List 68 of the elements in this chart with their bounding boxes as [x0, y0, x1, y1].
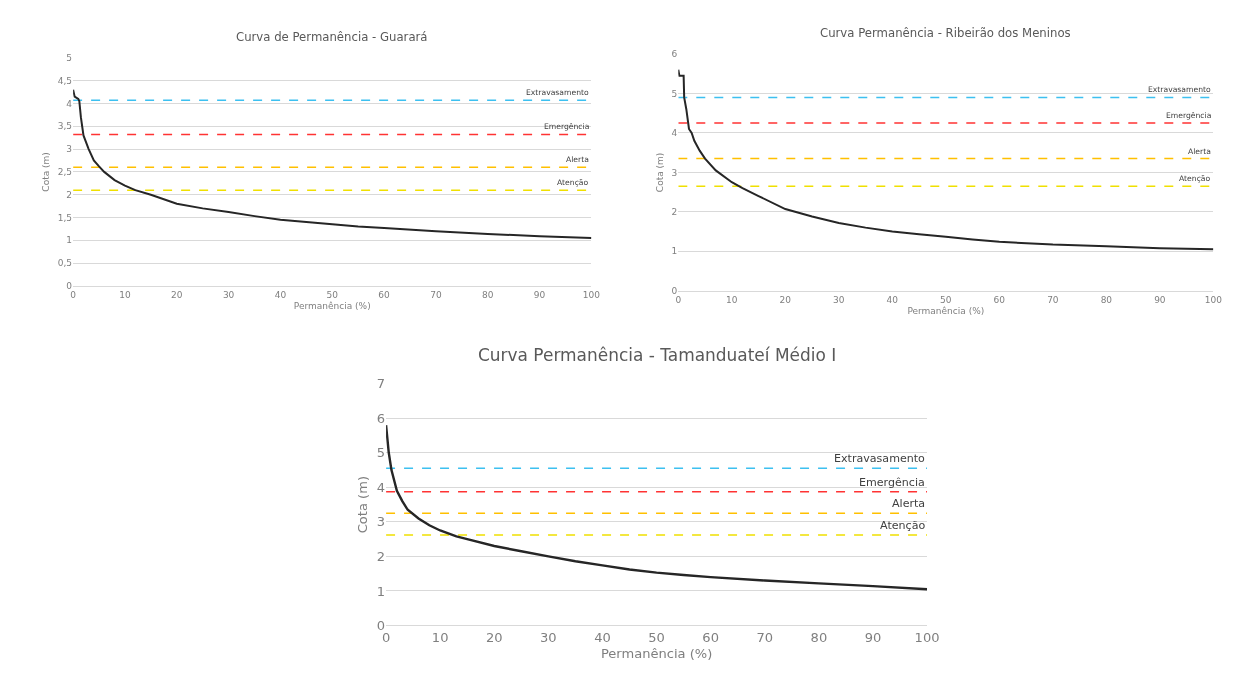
x-tick-label: 40 [594, 630, 611, 646]
y-axis-title: Cota (m) [41, 152, 52, 192]
x-tick-label: 60 [378, 289, 391, 300]
x-tick-label: 10 [119, 289, 131, 300]
x-tick-label: 70 [430, 289, 442, 300]
x-tick-label: 90 [1154, 294, 1166, 305]
x-axis-title: Permanência (%) [600, 645, 713, 661]
x-tick-label: 30 [833, 294, 845, 305]
x-tick-label: 40 [274, 289, 287, 300]
x-tick-label: 30 [222, 289, 235, 300]
y-tick-label: 5 [671, 88, 678, 99]
x-tick-label: 20 [171, 289, 183, 300]
x-tick-label: 100 [1204, 294, 1223, 305]
y-tick-label: 3 [66, 144, 73, 155]
x-tick-label: 100 [914, 630, 940, 646]
x-tick-label: 60 [702, 630, 719, 646]
y-tick-label: 1 [376, 583, 386, 599]
x-tick-label: 20 [485, 630, 503, 646]
y-tick-label: 1,5 [57, 212, 73, 223]
x-tick-label: 10 [431, 630, 449, 646]
y-tick-label: 7 [376, 376, 386, 392]
chart-title: Curva de Permanência - Guarará [236, 30, 428, 44]
y-tick-label: 5 [66, 53, 73, 64]
x-tick-label: 50 [940, 294, 952, 305]
x-tick-label: 100 [582, 289, 601, 300]
y-tick-label: 2 [376, 548, 386, 564]
ref-line-label: Emergência [859, 476, 925, 489]
x-tick-label: 10 [726, 294, 738, 305]
y-tick-label: 4 [671, 128, 678, 139]
y-tick-label: 4 [66, 98, 73, 109]
y-tick-label: 2 [671, 207, 678, 217]
y-axis-title: Cota (m) [354, 475, 370, 534]
x-tick-label: 70 [756, 630, 774, 646]
y-tick-label: 3 [671, 167, 678, 178]
chart-title: Curva Permanência - Tamanduateí Médio I [478, 345, 837, 365]
y-tick-label: 0 [376, 618, 386, 634]
y-tick-label: 1 [66, 235, 73, 246]
x-tick-label: 50 [648, 630, 665, 646]
x-tick-label: 80 [810, 630, 828, 646]
x-tick-label: 80 [1100, 294, 1113, 305]
x-tick-label: 90 [864, 630, 882, 646]
y-tick-label: 3 [376, 514, 386, 530]
ref-line-label: Extravasamento [834, 452, 926, 465]
x-axis-title: Permanência (%) [293, 301, 371, 312]
y-axis-title: Cota (m) [654, 152, 665, 193]
y-tick-label: 4,5 [57, 75, 73, 86]
x-tick-label: 50 [326, 289, 339, 300]
y-tick-label: 0 [66, 281, 73, 292]
x-tick-label: 20 [779, 294, 792, 305]
y-tick-label: 6 [671, 49, 678, 60]
y-tick-label: 5 [376, 445, 386, 461]
y-tick-label: 0,5 [57, 258, 73, 269]
x-tick-label: 30 [540, 630, 557, 646]
ref-line-label: Alerta [892, 497, 926, 510]
x-tick-label: 70 [1047, 294, 1059, 305]
x-tick-label: 40 [886, 294, 899, 305]
y-tick-label: 1 [671, 246, 678, 257]
chart-title: Curva Permanência - Ribeirão dos Meninos [820, 26, 1071, 40]
x-tick-label: 80 [482, 289, 494, 300]
x-axis-title: Permanência (%) [907, 306, 985, 317]
y-tick-label: 3,5 [57, 121, 73, 132]
x-tick-label: 90 [533, 289, 546, 300]
y-tick-label: 6 [376, 410, 386, 426]
y-tick-label: 4 [376, 479, 386, 495]
y-tick-label: 2 [66, 189, 73, 200]
y-tick-label: 2,5 [57, 167, 73, 178]
x-tick-label: 60 [993, 294, 1006, 305]
ref-line-label: Atenção [880, 519, 926, 532]
